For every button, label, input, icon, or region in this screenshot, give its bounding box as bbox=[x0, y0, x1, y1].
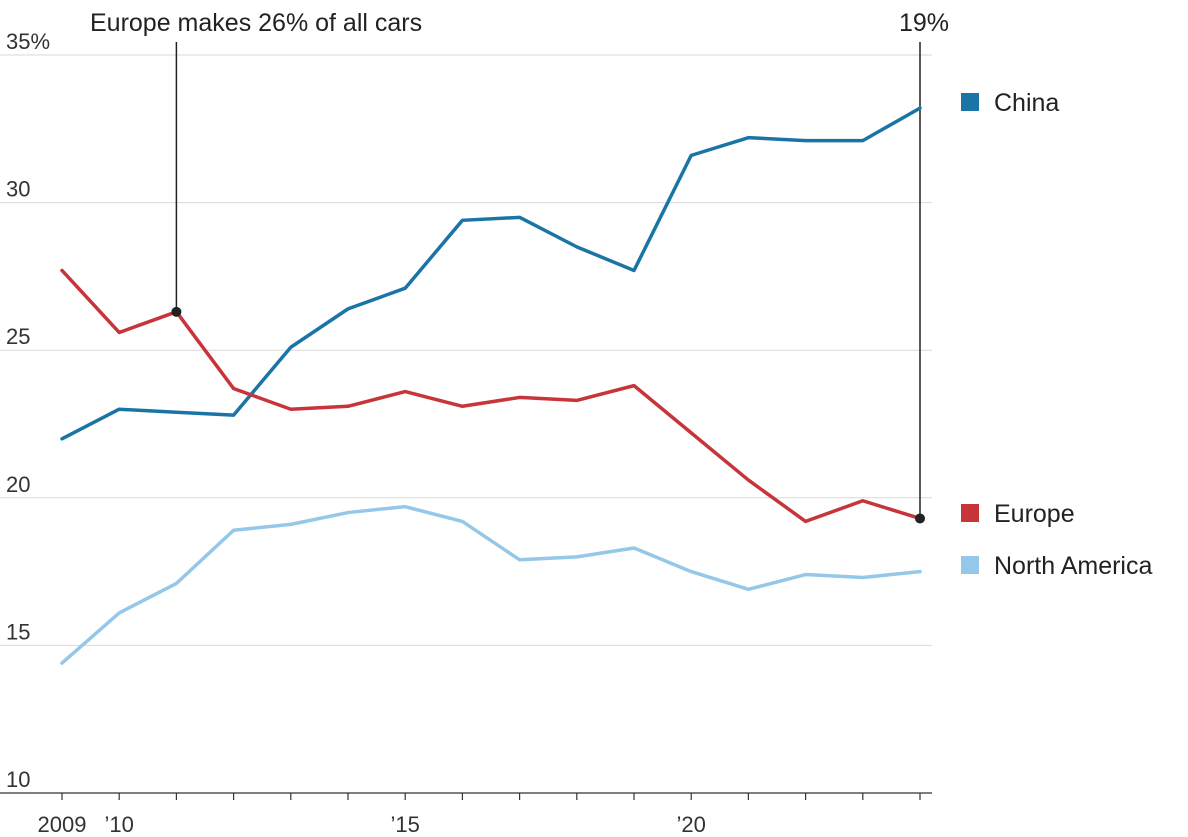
legend-swatch-europe bbox=[961, 504, 979, 522]
y-tick-label: 35% bbox=[6, 29, 50, 54]
annotation-marker bbox=[171, 306, 182, 317]
legend-label-europe: Europe bbox=[994, 500, 1075, 528]
series-line-north-america bbox=[60, 504, 922, 665]
legend-label-north-america: North America bbox=[994, 552, 1152, 580]
y-tick-label: 25 bbox=[6, 324, 30, 349]
annotation-marker bbox=[915, 513, 925, 524]
x-axis: 2009 ’10 ’15 ’20 bbox=[0, 792, 932, 837]
x-tick-label: ’15 bbox=[391, 812, 420, 837]
y-tick-label: 15 bbox=[6, 619, 30, 644]
y-tick-label: 30 bbox=[6, 177, 30, 202]
annotation-label: Europe makes 26% of all cars bbox=[90, 9, 422, 37]
annotation-label: 19% bbox=[899, 9, 949, 37]
series-line-europe bbox=[60, 268, 922, 524]
legend-swatch-north-america bbox=[961, 556, 979, 574]
y-tick-label: 20 bbox=[6, 472, 30, 497]
legend: China Europe North America bbox=[961, 89, 1152, 580]
y-tick-label: 10 bbox=[6, 767, 30, 792]
series-line-china bbox=[60, 106, 922, 441]
x-tick-label: ’20 bbox=[677, 812, 706, 837]
grid-layer: 35% 30 25 20 15 10 bbox=[0, 29, 932, 792]
x-tick-label: ’10 bbox=[105, 812, 134, 837]
x-tick-label: 2009 bbox=[38, 812, 87, 837]
annotation-layer: Europe makes 26% of all cars 19% bbox=[90, 9, 949, 519]
legend-label-china: China bbox=[994, 89, 1059, 117]
legend-swatch-china bbox=[961, 93, 979, 111]
series-layer bbox=[60, 106, 925, 665]
